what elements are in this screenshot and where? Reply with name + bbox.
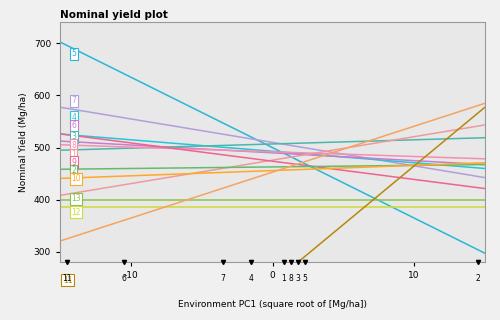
Text: 7: 7 (72, 96, 76, 105)
Text: 4: 4 (249, 274, 254, 283)
Text: 6: 6 (122, 274, 126, 283)
Text: 11: 11 (63, 276, 72, 284)
Text: 11: 11 (62, 274, 72, 283)
Text: 10: 10 (72, 174, 81, 183)
Text: 4: 4 (72, 113, 76, 122)
Text: 1: 1 (72, 150, 76, 159)
Y-axis label: Nominal Yield (Mg/ha): Nominal Yield (Mg/ha) (19, 92, 28, 192)
Text: 7: 7 (220, 274, 226, 283)
Text: 12: 12 (72, 208, 81, 217)
Text: 1: 1 (282, 274, 286, 283)
X-axis label: Environment PC1 (square root of [Mg/ha]): Environment PC1 (square root of [Mg/ha]) (178, 300, 367, 309)
Text: 3: 3 (296, 274, 300, 283)
Text: 5: 5 (72, 49, 76, 58)
Text: 8: 8 (288, 274, 294, 283)
Text: 9: 9 (72, 158, 76, 167)
Text: 8: 8 (72, 140, 76, 149)
Text: 2: 2 (476, 274, 480, 283)
Text: 5: 5 (302, 274, 308, 283)
Text: Nominal yield plot: Nominal yield plot (60, 10, 168, 20)
Text: 2: 2 (72, 166, 76, 175)
Text: 3: 3 (72, 132, 76, 141)
Text: 6: 6 (72, 121, 76, 130)
Text: 13: 13 (72, 194, 81, 203)
